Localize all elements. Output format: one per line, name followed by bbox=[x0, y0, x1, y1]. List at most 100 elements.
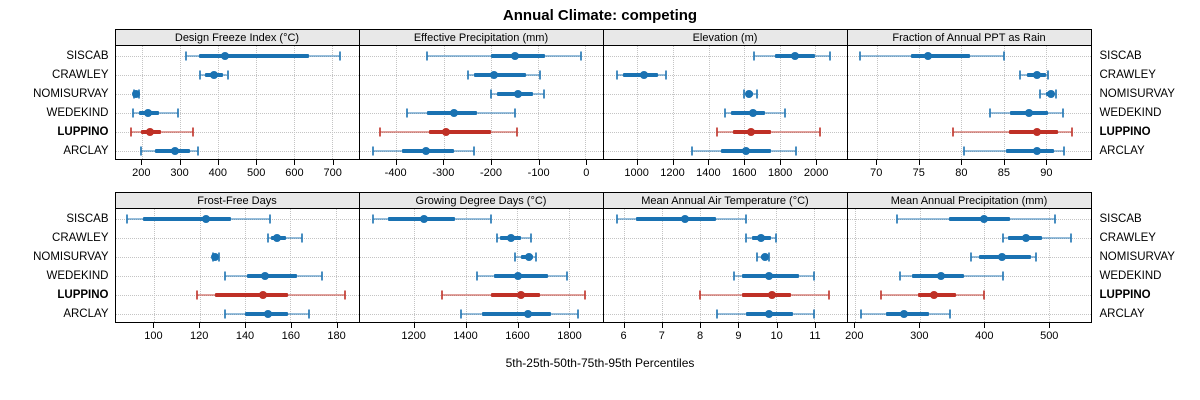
axis-tick bbox=[672, 160, 674, 165]
bar-25th-75th bbox=[623, 72, 658, 77]
vertical-gridline bbox=[738, 209, 740, 322]
panel-elevation-m: Elevation (m) 1000 1200 1400 1600 1800 2000 bbox=[602, 29, 848, 184]
axis-tick-label: -200 bbox=[479, 167, 503, 179]
whisker-end-cap bbox=[989, 108, 992, 117]
whisker-end-cap bbox=[538, 70, 541, 79]
bar-25th-75th bbox=[142, 216, 232, 221]
panel-fraction-of-annual-ppt-as-rain: Fraction of Annual PPT as Rain 70 75 80 85 90 bbox=[846, 29, 1092, 184]
panel-x-axis: 100 120 140 160 180 bbox=[115, 323, 360, 347]
whisker-end-cap bbox=[542, 89, 545, 98]
axis-tick bbox=[569, 323, 571, 328]
whisker-end-cap bbox=[476, 271, 479, 280]
bar-25th-75th bbox=[429, 129, 491, 134]
whisker-end-cap bbox=[196, 290, 199, 299]
station-label-arclay: ARCLAY bbox=[63, 144, 109, 157]
whisker-end-cap bbox=[266, 233, 269, 242]
whisker-end-cap bbox=[818, 127, 821, 136]
vertical-gridline bbox=[1003, 46, 1005, 159]
median-dot bbox=[923, 51, 932, 60]
station-label-siscab: SISCAB bbox=[66, 49, 109, 62]
station-label-crawley: CRAWLEY bbox=[1099, 68, 1156, 81]
panel-body bbox=[602, 209, 848, 323]
horizontal-gridline bbox=[115, 313, 359, 315]
whisker-end-cap bbox=[896, 214, 899, 223]
axis-tick-label: 300 bbox=[170, 167, 189, 179]
whisker-end-cap bbox=[813, 309, 816, 318]
median-dot bbox=[510, 51, 519, 60]
whisker-end-cap bbox=[223, 271, 226, 280]
panel-strip-title: Effective Precipitation (mm) bbox=[413, 31, 549, 44]
vertical-gridline bbox=[517, 209, 519, 322]
whisker-end-cap bbox=[962, 146, 965, 155]
panel-frost-free-days: Frost-Free Days 100 120 140 160 180 bbox=[114, 192, 360, 347]
median-dot bbox=[146, 127, 155, 136]
axis-tick bbox=[854, 323, 856, 328]
whisker-end-cap bbox=[576, 309, 579, 318]
panel-row-1: SISCAB CRAWLEY NOMISURVAY WEDEKIND LUPPINO AR… bbox=[0, 29, 1200, 184]
panel-strip-title: Frost-Free Days bbox=[197, 194, 277, 207]
station-label-nomisurvay: NOMISURVAY bbox=[33, 250, 109, 263]
axis-tick bbox=[1046, 160, 1048, 165]
median-dot bbox=[744, 89, 753, 98]
whisker-end-cap bbox=[534, 252, 537, 261]
whisker-5th-95th bbox=[130, 130, 194, 133]
vertical-gridline bbox=[779, 46, 781, 159]
panel-mean-annual-precipitation-mm: Mean Annual Precipitation (mm) 200 300 400 5… bbox=[845, 192, 1092, 347]
panel-x-axis: 1200 1400 1600 1800 bbox=[359, 323, 604, 347]
axis-tick bbox=[776, 323, 778, 328]
axis-tick-label: -100 bbox=[527, 167, 550, 179]
median-dot bbox=[757, 233, 766, 242]
axis-tick-label: 600 bbox=[285, 167, 304, 179]
whisker-end-cap bbox=[125, 214, 128, 223]
station-label-nomisurvay: NOMISURVAY bbox=[1099, 250, 1175, 263]
panel-x-axis: 1000 1200 1400 1600 1800 2000 bbox=[603, 160, 848, 184]
whisker-end-cap bbox=[140, 146, 143, 155]
whisker-end-cap bbox=[951, 127, 954, 136]
axis-tick-label: 500 bbox=[246, 167, 266, 179]
panel-body bbox=[846, 46, 1092, 160]
whisker-end-cap bbox=[199, 70, 202, 79]
vertical-gridline bbox=[331, 46, 333, 159]
median-dot bbox=[524, 252, 533, 261]
whisker-end-cap bbox=[584, 290, 587, 299]
median-dot bbox=[1033, 127, 1042, 136]
whisker-end-cap bbox=[513, 108, 516, 117]
whisker-end-cap bbox=[473, 146, 476, 155]
whisker-end-cap bbox=[378, 127, 381, 136]
vertical-gridline bbox=[814, 209, 816, 322]
axis-tick-label: 1000 bbox=[624, 167, 649, 179]
horizontal-gridline bbox=[603, 256, 847, 258]
axis-tick-label: 10 bbox=[770, 330, 783, 342]
whisker-end-cap bbox=[744, 214, 747, 223]
panel-body bbox=[358, 209, 604, 323]
whisker-end-cap bbox=[268, 214, 271, 223]
station-label-crawley: CRAWLEY bbox=[52, 231, 109, 244]
horizontal-gridline bbox=[603, 294, 847, 296]
vertical-gridline bbox=[919, 209, 921, 322]
right-station-labels: SISCAB CRAWLEY NOMISURVAY WEDEKIND LUPPINO AR… bbox=[1092, 192, 1199, 323]
panel-row-2: SISCAB CRAWLEY NOMISURVAY WEDEKIND LUPPINO AR… bbox=[0, 192, 1200, 347]
whisker-end-cap bbox=[970, 252, 973, 261]
whisker-end-cap bbox=[566, 271, 569, 280]
median-dot bbox=[980, 214, 989, 223]
vertical-gridline bbox=[744, 46, 746, 159]
vertical-gridline bbox=[624, 209, 626, 322]
whisker-end-cap bbox=[405, 108, 408, 117]
median-dot bbox=[768, 290, 777, 299]
median-dot bbox=[259, 290, 268, 299]
axis-tick bbox=[1003, 160, 1005, 165]
panel-growing-degree-days-c: Growing Degree Days (°C) 1200 1400 1600 1800 bbox=[358, 192, 604, 347]
bar-25th-75th bbox=[247, 273, 298, 278]
median-dot bbox=[741, 146, 750, 155]
vertical-gridline bbox=[180, 46, 182, 159]
axis-tick bbox=[491, 160, 492, 165]
median-dot bbox=[764, 271, 773, 280]
horizontal-gridline bbox=[359, 256, 603, 258]
vertical-gridline bbox=[218, 46, 220, 159]
station-label-luppino: LUPPINO bbox=[57, 288, 109, 301]
axis-tick-label: 500 bbox=[1040, 330, 1059, 342]
axis-tick bbox=[395, 160, 397, 165]
whisker-end-cap bbox=[615, 214, 618, 223]
whisker-end-cap bbox=[699, 290, 702, 299]
panel-body bbox=[846, 209, 1092, 323]
